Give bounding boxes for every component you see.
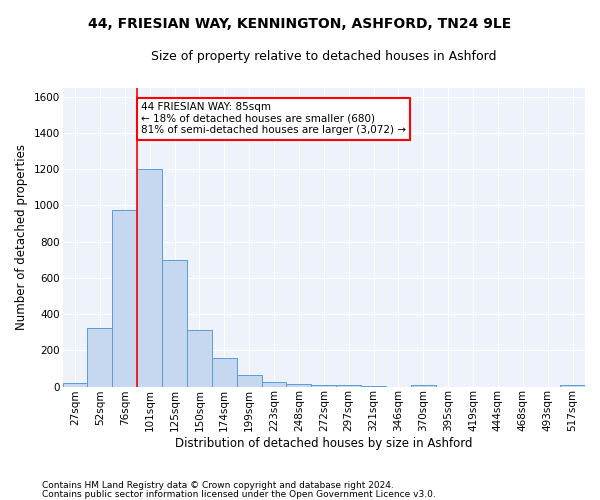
Bar	[162, 260, 187, 386]
Bar	[411, 384, 436, 386]
Text: 44 FRIESIAN WAY: 85sqm
← 18% of detached houses are smaller (680)
81% of semi-de: 44 FRIESIAN WAY: 85sqm ← 18% of detached…	[141, 102, 406, 136]
Bar	[137, 170, 162, 386]
Bar	[262, 382, 286, 386]
Y-axis label: Number of detached properties: Number of detached properties	[15, 144, 28, 330]
Text: Contains public sector information licensed under the Open Government Licence v3: Contains public sector information licen…	[42, 490, 436, 499]
Title: Size of property relative to detached houses in Ashford: Size of property relative to detached ho…	[151, 50, 497, 63]
Bar	[212, 358, 237, 386]
Bar	[311, 384, 336, 386]
Bar	[560, 384, 585, 386]
Bar	[237, 375, 262, 386]
X-axis label: Distribution of detached houses by size in Ashford: Distribution of detached houses by size …	[175, 437, 473, 450]
Bar	[336, 384, 361, 386]
Bar	[62, 383, 88, 386]
Bar	[286, 384, 311, 386]
Bar	[187, 330, 212, 386]
Bar	[112, 210, 137, 386]
Text: Contains HM Land Registry data © Crown copyright and database right 2024.: Contains HM Land Registry data © Crown c…	[42, 481, 394, 490]
Bar	[88, 328, 112, 386]
Text: 44, FRIESIAN WAY, KENNINGTON, ASHFORD, TN24 9LE: 44, FRIESIAN WAY, KENNINGTON, ASHFORD, T…	[88, 18, 512, 32]
